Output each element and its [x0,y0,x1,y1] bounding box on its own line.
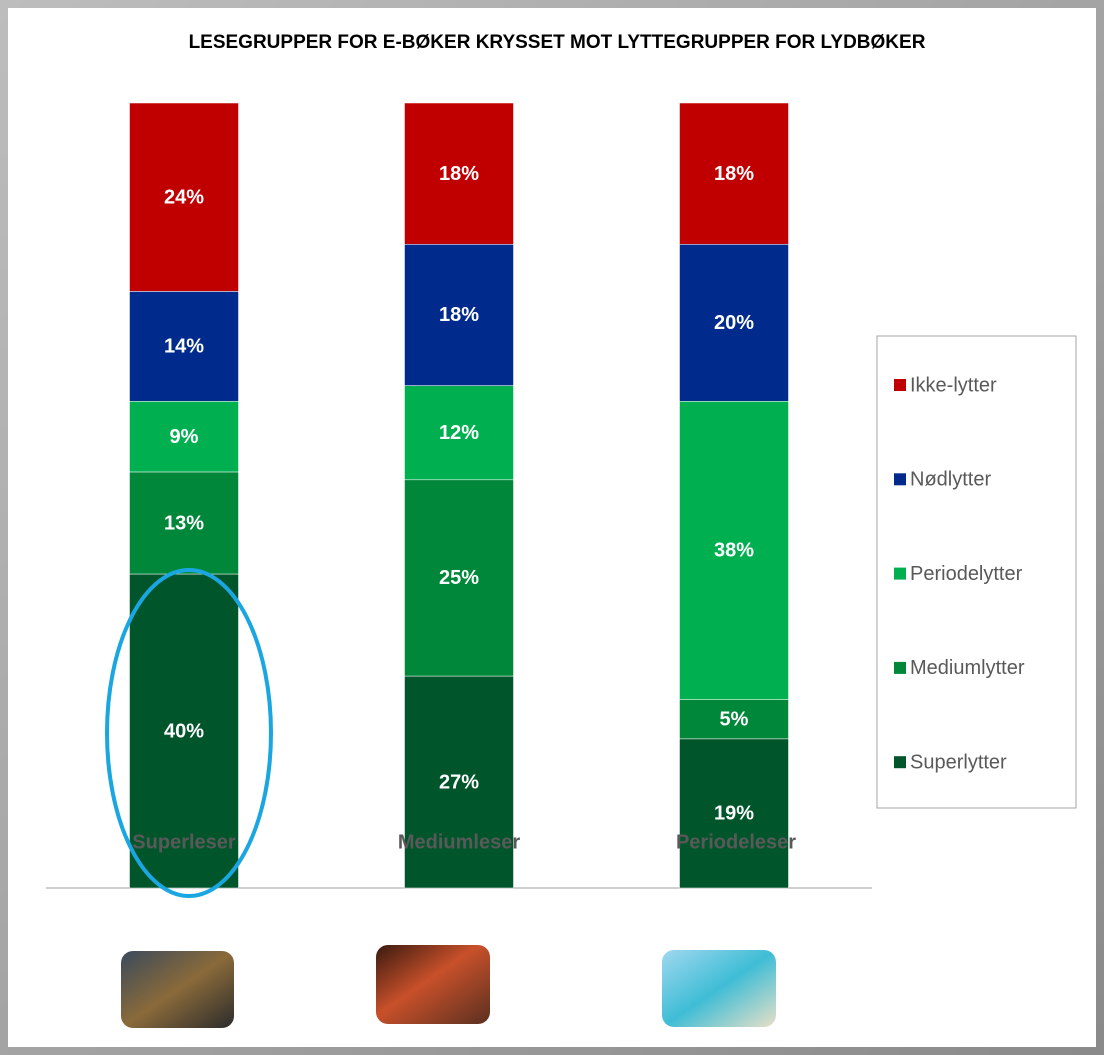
chart-title: LESEGRUPPER FOR E-BØKER KRYSSET MOT LYTT… [189,32,926,53]
photo [121,951,234,1028]
data-label: 40% [164,720,204,742]
data-label: 38% [714,540,754,562]
data-label: 13% [164,512,204,534]
data-label: 18% [439,304,479,326]
data-label: 19% [714,803,754,825]
data-label: 25% [439,567,479,589]
legend-label: Mediumlytter [910,657,1025,679]
legend-label: Ikke-lytter [910,374,997,396]
photo [662,950,776,1027]
x-tick-label: Periodeleser [676,831,796,853]
data-label: 27% [439,771,479,793]
data-label: 14% [164,336,204,358]
x-tick-label: Superleser [132,831,236,853]
data-label: 5% [720,709,749,731]
legend-swatch [894,473,906,485]
legend-swatch [894,379,906,391]
data-label: 20% [714,312,754,334]
legend-swatch [894,568,906,580]
data-label: 9% [170,426,199,448]
data-label: 24% [164,186,204,208]
bars: 40% 13% 9% 14% 24% 27% 25% 12% 18% 18% 19% 5% 38% 20%… [130,103,789,888]
data-label: 18% [714,163,754,185]
data-label: 12% [439,422,479,444]
legend-swatch [894,756,906,768]
chart: LESEGRUPPER FOR E-BØKER KRYSSET MOT LYTT… [0,0,1104,1055]
legend-label: Nødlytter [910,469,991,491]
legend-label: Periodelytter [910,563,1023,585]
legend-swatch [894,662,906,674]
x-tick-label: Mediumleser [398,831,520,853]
reader-photos [121,945,776,1028]
data-label: 18% [439,163,479,185]
photo [376,945,490,1024]
legend-label: Superlytter [910,751,1007,773]
